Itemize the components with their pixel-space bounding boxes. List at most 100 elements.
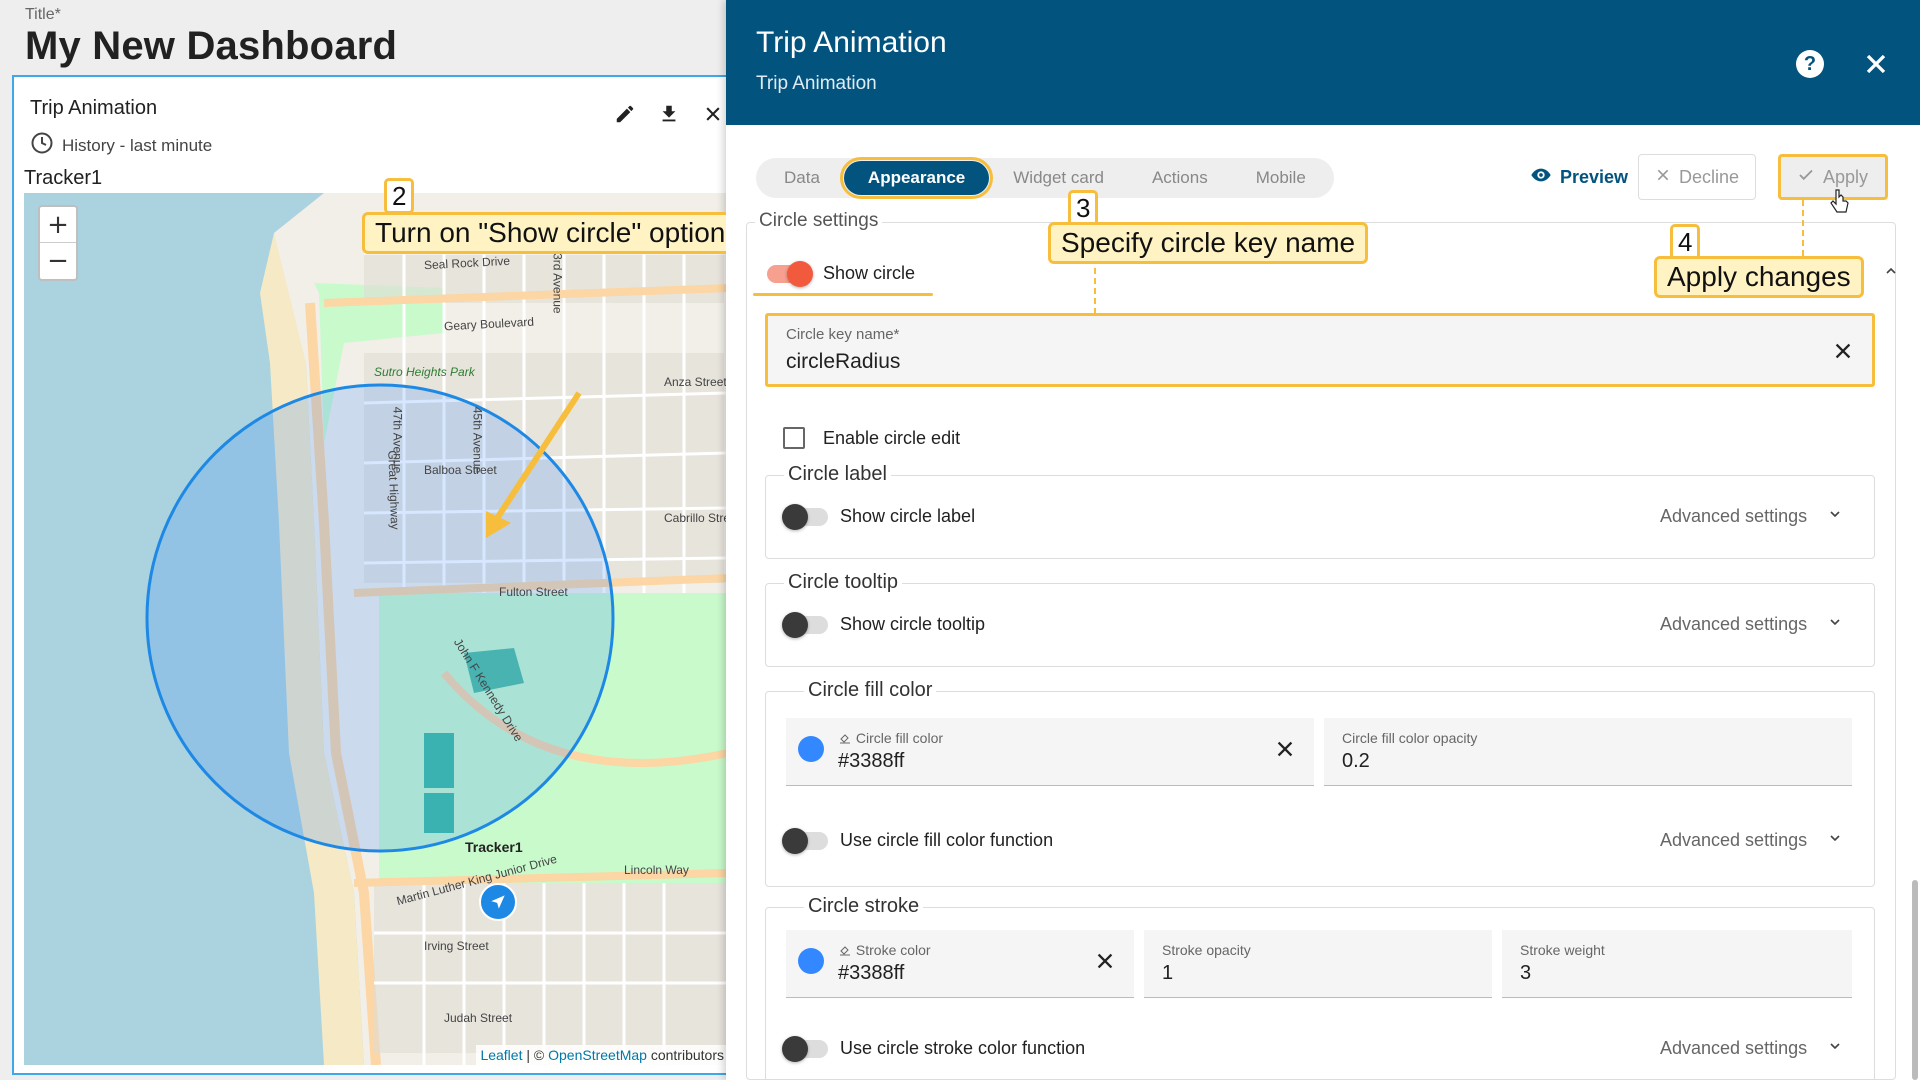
circle-fill-color-label: Circle fill color [838, 730, 943, 746]
panel-title: Trip Animation [756, 26, 947, 59]
circle-key-name-field[interactable]: Circle key name* circleRadius [765, 313, 1875, 387]
circle-key-name-value[interactable]: circleRadius [786, 350, 901, 373]
advanced-settings-toggle[interactable]: Advanced settings [1660, 614, 1843, 635]
toggle-switch[interactable] [782, 1035, 828, 1062]
circle-tooltip-legend: Circle tooltip [784, 571, 903, 594]
use-fill-color-function-toggle[interactable]: Use circle fill color function [782, 827, 1054, 854]
stroke-opacity-value[interactable]: 1 [1162, 962, 1174, 984]
stroke-weight-value[interactable]: 3 [1520, 962, 1532, 984]
color-swatch[interactable] [798, 736, 824, 762]
stroke-weight-field[interactable]: Stroke weight 3 [1502, 930, 1852, 998]
toggle-switch[interactable] [782, 827, 828, 854]
chevron-down-icon [1827, 1038, 1843, 1059]
toggle-knob [782, 503, 808, 530]
edit-icon[interactable] [612, 101, 638, 127]
show-circle-label-toggle[interactable]: Show circle label [782, 503, 976, 530]
toggle-switch[interactable] [767, 260, 813, 287]
show-circle-label: Show circle [823, 263, 916, 283]
show-circle-tooltip-text: Show circle tooltip [840, 614, 986, 634]
leaflet-link[interactable]: Leaflet [480, 1047, 523, 1063]
street-label: Lincoln Way [624, 863, 689, 877]
street-label: Anza Street [664, 375, 726, 389]
advanced-settings-toggle[interactable]: Advanced settings [1660, 1038, 1843, 1059]
dashboard-title[interactable]: My New Dashboard [25, 24, 398, 68]
help-icon[interactable]: ? [1796, 50, 1824, 78]
preview-button[interactable]: Preview [1514, 154, 1644, 200]
clear-icon[interactable] [1274, 738, 1296, 760]
advanced-settings-label: Advanced settings [1660, 506, 1808, 526]
decline-label: Decline [1679, 166, 1740, 187]
decline-button[interactable]: Decline [1638, 154, 1757, 200]
stroke-color-label-text: Stroke color [855, 942, 931, 958]
chevron-down-icon [1827, 830, 1843, 851]
advanced-settings-toggle[interactable]: Advanced settings [1660, 506, 1843, 527]
color-swatch[interactable] [798, 948, 824, 974]
enable-circle-edit-label: Enable circle edit [823, 427, 961, 448]
toggle-switch[interactable] [782, 611, 828, 638]
circle-fill-color-label-text: Circle fill color [855, 730, 944, 746]
circle-settings-legend: Circle settings [755, 210, 883, 232]
show-circle-tooltip-toggle[interactable]: Show circle tooltip [782, 611, 986, 638]
step-2-number: 2 [384, 178, 415, 214]
enable-circle-edit-checkbox[interactable]: Enable circle edit [783, 427, 960, 449]
scrollbar[interactable] [1912, 880, 1918, 1080]
street-label: 45th Avenue [470, 406, 485, 474]
circle-stroke-legend: Circle stroke [804, 895, 924, 918]
show-circle-label-text: Show circle label [840, 506, 976, 526]
geofence-circle[interactable] [145, 383, 615, 853]
clear-icon[interactable] [1832, 340, 1854, 367]
stroke-opacity-field[interactable]: Stroke opacity 1 [1144, 930, 1492, 998]
tracker-marker-label: Tracker1 [465, 839, 523, 855]
circle-fill-opacity-field[interactable]: Circle fill color opacity 0.2 [1324, 718, 1852, 786]
toggle-switch[interactable] [782, 503, 828, 530]
circle-fill-opacity-value[interactable]: 0.2 [1342, 750, 1370, 772]
show-circle-toggle[interactable]: Show circle [767, 260, 916, 287]
street-label: 47th Avenue [390, 406, 405, 474]
stroke-color-value[interactable]: #3388ff [838, 962, 905, 984]
tab-data[interactable]: Data [784, 168, 820, 187]
park-label: Sutro Heights Park [374, 365, 475, 379]
close-widget-icon[interactable] [700, 101, 726, 127]
circle-fill-color-field[interactable]: Circle fill color #3388ff [786, 718, 1314, 786]
step-2-callout: Turn on "Show circle" option [362, 212, 726, 254]
circle-fill-color-value[interactable]: #3388ff [838, 750, 905, 772]
toggle-underline [753, 293, 933, 296]
zoom-control: + − [38, 205, 78, 281]
mouse-cursor-icon [1830, 188, 1850, 219]
close-panel-icon[interactable] [1860, 48, 1892, 80]
map-view[interactable]: Seal Rock Drive Geary Boulevard Sutro He… [24, 193, 726, 1065]
circle-key-name-label: Circle key name* [786, 326, 900, 343]
preview-label: Preview [1560, 166, 1629, 187]
street-label: Fulton Street [499, 585, 568, 599]
use-fill-color-function-text: Use circle fill color function [840, 830, 1054, 850]
zoom-out-button[interactable]: − [47, 246, 69, 276]
tab-appearance[interactable]: Appearance [839, 157, 994, 199]
street-label: Irving Street [424, 939, 489, 953]
tab-actions[interactable]: Actions [1151, 168, 1208, 187]
download-icon[interactable] [656, 101, 682, 127]
dashboard-title-caption: Title* [25, 6, 61, 23]
tab-mobile[interactable]: Mobile [1255, 168, 1306, 187]
checkbox-box[interactable] [783, 427, 805, 449]
trip-animation-widget[interactable]: Trip Animation History - last minute Tra… [12, 75, 726, 1075]
toggle-knob [787, 260, 813, 287]
step-3-connector [1094, 268, 1096, 314]
tracker-marker-icon[interactable] [479, 883, 517, 921]
timewindow-label: History - last minute [62, 135, 213, 155]
collapse-chevron-icon[interactable] [1883, 263, 1899, 284]
apply-button[interactable]: Apply [1778, 154, 1888, 200]
osm-link[interactable]: OpenStreetMap [548, 1047, 647, 1063]
stroke-color-field[interactable]: Stroke color #3388ff [786, 930, 1134, 998]
paint-bucket-icon [840, 734, 850, 744]
use-stroke-color-function-toggle[interactable]: Use circle stroke color function [782, 1035, 1085, 1062]
widget-timewindow[interactable]: History - last minute [30, 131, 212, 160]
stroke-color-label: Stroke color [838, 942, 931, 958]
advanced-settings-toggle[interactable]: Advanced settings [1660, 830, 1843, 851]
settings-tabs: Data Appearance Widget card Actions Mobi… [756, 157, 1334, 199]
tab-widget-card[interactable]: Widget card [1013, 168, 1104, 187]
map-tiles [24, 193, 726, 1065]
zoom-in-button[interactable]: + [40, 207, 76, 243]
advanced-settings-label: Advanced settings [1660, 614, 1808, 634]
clear-icon[interactable] [1094, 950, 1116, 972]
circle-stroke-section: Circle stroke Stroke color #3388ff Strok… [765, 895, 1875, 1080]
